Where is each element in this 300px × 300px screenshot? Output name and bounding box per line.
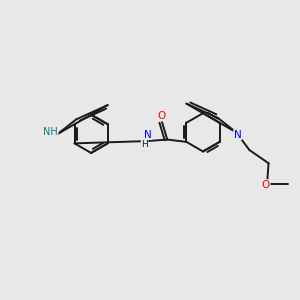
Text: N: N [144, 130, 152, 140]
Text: O: O [262, 180, 270, 190]
Text: N: N [234, 130, 242, 140]
Text: NH: NH [43, 127, 58, 137]
Text: H: H [141, 140, 148, 149]
Text: O: O [158, 111, 166, 121]
